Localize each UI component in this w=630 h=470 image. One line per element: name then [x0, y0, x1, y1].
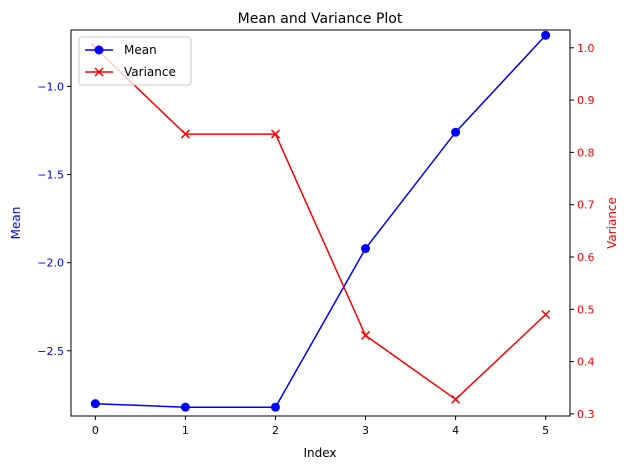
- x-tick-label: 5: [542, 424, 549, 437]
- variance-point-stroke: [270, 129, 280, 139]
- legend-variance-marker: [94, 67, 104, 77]
- legend: Mean Variance: [78, 36, 192, 86]
- variance-point: [541, 310, 551, 320]
- variance-tick-label: 0.8: [577, 146, 595, 159]
- legend-mean-label: Mean: [124, 43, 157, 57]
- variance-point-stroke: [180, 129, 190, 139]
- mean-tick-label: −1.5: [37, 169, 64, 182]
- variance-tick-label: 1.0: [577, 42, 595, 55]
- plot-frame: [70, 29, 571, 417]
- mean-axis-label: Mean: [9, 207, 23, 240]
- variance-point-stroke: [541, 310, 551, 320]
- mean-tick-label: −1.0: [37, 80, 64, 93]
- legend-mean-marker: [94, 45, 104, 55]
- legend-box: [78, 36, 192, 86]
- variance-point: [180, 129, 190, 139]
- variance-point-stroke: [451, 394, 461, 404]
- mean-point: [270, 402, 280, 412]
- x-axis-label: Index: [303, 446, 336, 460]
- variance-tick-label: 0.3: [577, 408, 595, 421]
- mean-point: [180, 402, 190, 412]
- x-tick-label: 2: [272, 424, 279, 437]
- mean-axis: −2.5 −2.0 −1.5 −1.0: [37, 80, 71, 358]
- legend-variance-label: Variance: [124, 65, 176, 79]
- chart-title: Mean and Variance Plot: [238, 11, 403, 27]
- variance-series-line: [94, 47, 547, 401]
- mean-tick-label: −2.5: [37, 345, 64, 358]
- variance-tick-label: 0.5: [577, 303, 595, 316]
- variance-point-stroke: [361, 330, 371, 340]
- variance-point: [270, 129, 280, 139]
- mean-point: [451, 127, 461, 137]
- x-tick-label: 1: [182, 424, 189, 437]
- mean-point: [90, 399, 100, 409]
- variance-axis-label: Variance: [605, 197, 619, 249]
- variance-tick-label: 0.9: [577, 94, 595, 107]
- legend-items: Mean Variance: [85, 43, 176, 79]
- variance-tick-label: 0.4: [577, 356, 595, 369]
- series-layer: [90, 30, 551, 412]
- mean-point: [361, 244, 371, 254]
- variance-point: [451, 394, 461, 404]
- mean-tick-label: −2.0: [37, 257, 64, 270]
- mean-point: [541, 30, 551, 40]
- x-axis: 0 1 2 3 4 5: [92, 416, 549, 437]
- mean-series-line: [95, 34, 547, 408]
- x-tick-label: 4: [452, 424, 459, 437]
- variance-point: [361, 330, 371, 340]
- variance-tick-label: 0.7: [577, 199, 595, 212]
- x-tick-label: 0: [92, 424, 99, 437]
- variance-axis: 0.3 0.4 0.5 0.6 0.7 0.8 0.9 1.0: [570, 42, 595, 421]
- legend-variance-marker-stroke: [94, 67, 104, 77]
- x-tick-label: 3: [362, 424, 369, 437]
- variance-tick-label: 0.6: [577, 251, 595, 264]
